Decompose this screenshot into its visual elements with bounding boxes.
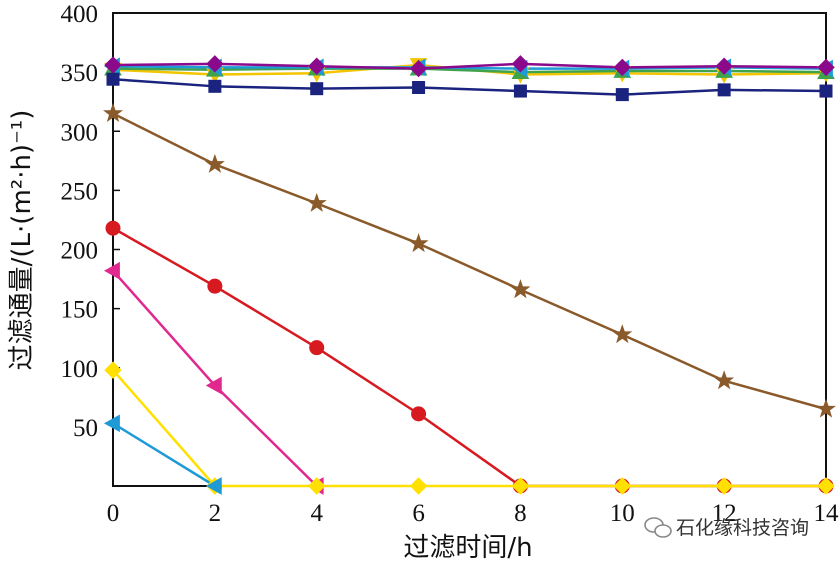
data-point (105, 220, 121, 236)
data-point (412, 80, 426, 94)
data-point (205, 477, 222, 495)
series-markers-10 (103, 414, 222, 495)
y-tick-label: 150 (61, 297, 99, 324)
series-line-9 (112, 369, 826, 488)
data-point (715, 57, 733, 75)
data-point (817, 58, 835, 77)
data-point (306, 192, 327, 212)
y-axis-title: 过滤通量/(L·(m²·h)⁻¹) (7, 110, 37, 371)
y-tick-label: 250 (61, 178, 99, 205)
x-tick-label: 0 (107, 500, 120, 527)
series-line-5 (112, 77, 827, 96)
y-tick-label: 100 (61, 356, 99, 383)
x-tick-label: 2 (209, 500, 222, 527)
x-tick-label: 12 (712, 500, 737, 527)
data-point (310, 82, 324, 96)
data-point (615, 88, 629, 102)
data-point (309, 340, 325, 356)
x-tick-label: 4 (310, 500, 323, 527)
data-point (819, 84, 833, 98)
series-lines (112, 62, 827, 488)
y-tick-label: 400 (61, 1, 99, 28)
data-point (103, 261, 120, 280)
data-point (511, 477, 530, 495)
data-point (411, 406, 427, 422)
series-line-6 (112, 112, 827, 411)
wechat-icon (644, 517, 672, 538)
data-point (206, 55, 224, 73)
data-point (613, 477, 631, 495)
x-tick-labels: 0 2 4 6 8 10 12 14 (107, 500, 839, 527)
series-line-8 (112, 269, 318, 487)
x-tick-label: 10 (610, 500, 635, 527)
data-point (103, 414, 120, 433)
data-point (815, 398, 837, 418)
series-line-10 (112, 422, 216, 488)
x-axis-title: 过滤时间/h (403, 533, 532, 562)
data-point (204, 153, 225, 173)
data-point (208, 79, 222, 93)
watermark: 石化缘科技咨询 (644, 517, 809, 539)
data-point (409, 59, 428, 78)
x-tick-label: 6 (412, 500, 425, 527)
data-point (409, 477, 428, 495)
series-markers-5 (106, 72, 833, 102)
data-point (717, 83, 731, 97)
data-point (510, 279, 531, 299)
data-point (408, 233, 429, 253)
data-point (817, 477, 835, 495)
data-point (106, 72, 120, 86)
data-point (102, 102, 124, 123)
data-point (205, 376, 222, 395)
data-point (104, 361, 122, 379)
y-tick-label: 350 (61, 60, 99, 87)
series-markers-6 (102, 102, 837, 418)
data-point (613, 58, 631, 77)
x-tick-label: 8 (514, 500, 527, 527)
y-tick-label: 200 (61, 238, 99, 265)
data-point (207, 278, 223, 294)
series-line-4 (112, 62, 827, 70)
series-markers-4 (104, 55, 835, 78)
x-tick-label: 14 (814, 500, 839, 527)
series-markers (102, 55, 837, 495)
data-point (513, 84, 527, 98)
watermark-text: 石化缘科技咨询 (676, 517, 809, 539)
data-point (715, 477, 733, 495)
series-line-2 (112, 67, 827, 74)
data-point (308, 477, 326, 495)
y-tick-label: 50 (73, 415, 98, 442)
data-point (511, 55, 530, 73)
y-tick-label: 300 (61, 119, 99, 146)
data-point (308, 57, 326, 75)
data-point (714, 370, 735, 390)
data-point (612, 324, 633, 344)
series-markers-7 (105, 220, 834, 494)
y-tick-labels: 50 100 150 200 250 300 350 400 (61, 1, 99, 442)
series-layer (102, 55, 837, 495)
